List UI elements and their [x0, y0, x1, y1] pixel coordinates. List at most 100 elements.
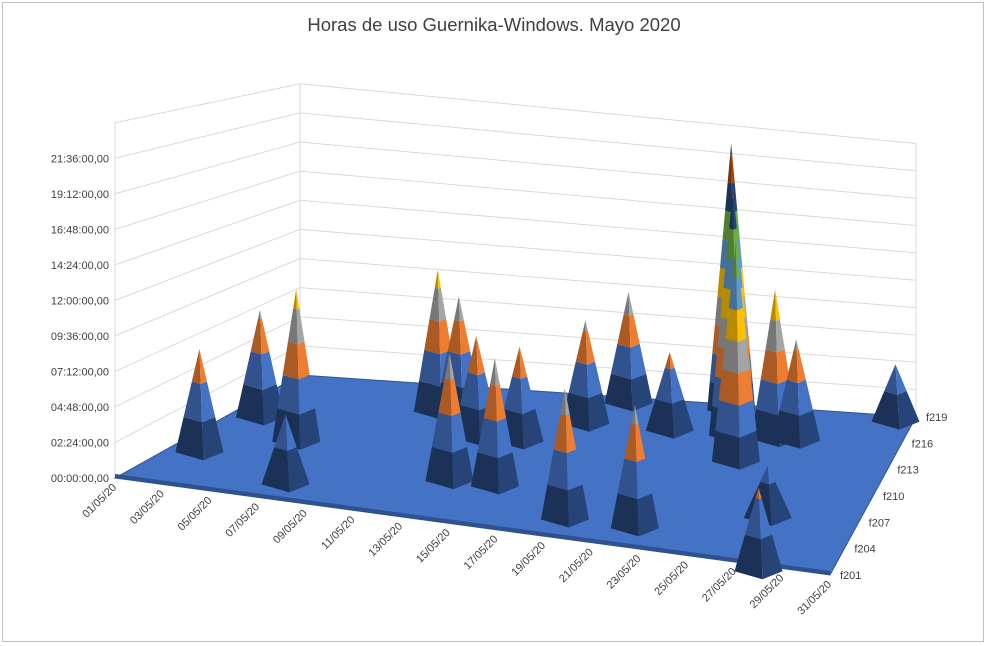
peak-band-left [429, 287, 440, 322]
surface-peak [470, 358, 519, 495]
peak-band-right [775, 319, 785, 353]
peak-band-left [610, 343, 632, 380]
peak-band-right [451, 412, 468, 453]
peak-band-right [566, 449, 583, 491]
y-tick-label: f210 [883, 491, 904, 503]
peak-band-right [298, 374, 315, 415]
peak-band-left [604, 373, 633, 412]
peak-band-right [299, 408, 321, 450]
x-tick-label: 07/05/20 [223, 501, 262, 540]
peak-band-right [767, 465, 776, 485]
peak-band-left [553, 414, 567, 454]
peak-band-right [796, 349, 806, 383]
x-tick-label: 17/05/20 [462, 533, 501, 572]
peak-band-right [629, 314, 640, 348]
peak-band-right [768, 481, 792, 526]
z-tick-label: 16:48:00,00 [51, 224, 109, 236]
z-tick-label: 07:12:00,00 [51, 366, 109, 378]
peak-band-left [610, 493, 639, 537]
peak-band-left [730, 142, 732, 155]
gridline [114, 199, 917, 266]
x-tick-label: 11/05/20 [319, 514, 357, 552]
surface-peak [561, 320, 610, 432]
peak-band-left [871, 390, 900, 430]
z-axis-ticks: 00:00:00,00 02:24:00,00 04:48:00,00 07:12:0… [51, 153, 109, 485]
peak-band-right [260, 318, 270, 355]
peak-band-left [490, 358, 496, 386]
y-tick-label: f216 [912, 438, 933, 450]
chart-peaks [175, 142, 920, 580]
peak-band-left [729, 198, 734, 230]
peak-band-left [732, 188, 734, 200]
peak-band-left [722, 338, 739, 374]
peak-band-left [503, 376, 523, 415]
peak-band-right [731, 153, 735, 184]
peak-band-right [733, 188, 734, 200]
peak-band-right [738, 369, 754, 406]
peak-band-right [200, 381, 216, 423]
peak-band-left [191, 349, 201, 385]
peak-band-left [718, 369, 739, 406]
x-tick-label: 09/05/20 [271, 508, 310, 547]
peak-band-right [760, 534, 783, 580]
peak-band-right [476, 335, 478, 341]
peak-band-left [655, 367, 673, 404]
peak-band-right [585, 320, 588, 332]
peak-band-right [669, 351, 675, 370]
x-tick-label: 27/05/20 [700, 566, 739, 605]
peak-band-left [512, 346, 521, 379]
peak-band-left [786, 349, 798, 383]
peak-band-right [564, 388, 570, 417]
peak-band-right [450, 378, 461, 417]
y-tick-label: f201 [840, 570, 861, 582]
peak-band-right [588, 392, 610, 432]
z-tick-label: 00:00:00,00 [51, 473, 109, 485]
z-tick-label: 02:24:00,00 [51, 437, 109, 449]
peak-band-right [739, 430, 760, 470]
peak-band-left [424, 318, 441, 355]
floor-edge [115, 474, 830, 575]
peak-band-left [438, 378, 452, 417]
peak-band-left [583, 320, 586, 332]
gridline [114, 228, 917, 301]
peak-band-right [799, 410, 821, 449]
peak-band-left [755, 487, 760, 500]
x-tick-label: 03/05/20 [128, 488, 167, 527]
peak-band-left [419, 349, 441, 388]
x-tick-label: 19/05/20 [509, 540, 548, 579]
peak-band-left [540, 484, 569, 528]
peak-band-right [672, 399, 694, 439]
gridline [114, 83, 917, 144]
peak-band-right [796, 339, 799, 351]
peak-band-left [243, 351, 263, 390]
peak-band-left [725, 307, 738, 343]
peak-band-right [733, 198, 737, 230]
peak-band-right [522, 408, 544, 450]
peak-band-right [897, 390, 920, 430]
peak-band-left [765, 319, 777, 353]
peak-band-right [635, 423, 646, 462]
peak-band-right [628, 291, 634, 316]
y-tick-label: f213 [897, 465, 918, 477]
peak-band-right [520, 376, 536, 415]
surface-peak [610, 404, 659, 537]
peak-band-right [775, 289, 780, 321]
peak-band-right [758, 487, 762, 500]
peak-band-left [772, 410, 801, 449]
peak-band-left [413, 380, 442, 420]
peak-band-right [437, 269, 441, 289]
peak-band-left [734, 534, 763, 580]
z-tick-label: 14:24:00,00 [51, 260, 109, 272]
peak-band-right [449, 352, 455, 380]
peak-band-right [438, 287, 447, 322]
peak-band-right [895, 364, 907, 395]
peak-band-left [711, 430, 740, 470]
peak-band-left [751, 409, 780, 448]
peak-band-left [293, 288, 297, 310]
peak-band-left [467, 339, 478, 376]
peak-band-left [274, 414, 288, 451]
peak-band-right [261, 351, 277, 390]
peak-band-right [296, 308, 305, 345]
peak-band-left [755, 379, 779, 416]
y-tick-label: f207 [869, 517, 890, 529]
